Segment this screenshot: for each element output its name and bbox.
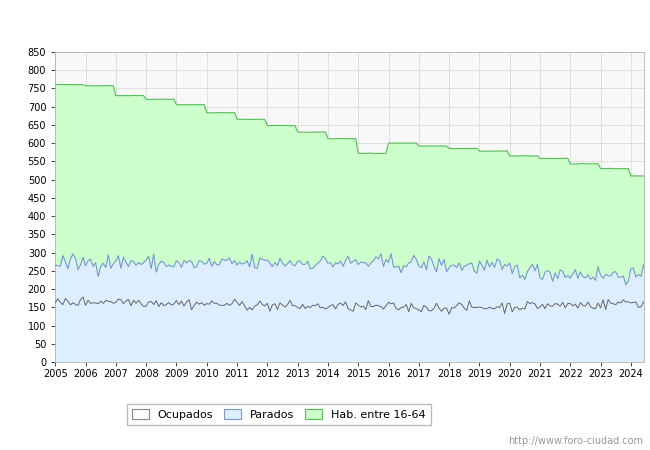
Legend: Ocupados, Parados, Hab. entre 16-64: Ocupados, Parados, Hab. entre 16-64 [127, 404, 431, 425]
Text: http://www.foro-ciudad.com: http://www.foro-ciudad.com [508, 436, 644, 446]
Text: Cantalapiedra - Evolucion de la poblacion en edad de Trabajar Mayo de 2024: Cantalapiedra - Evolucion de la poblacio… [68, 17, 582, 30]
